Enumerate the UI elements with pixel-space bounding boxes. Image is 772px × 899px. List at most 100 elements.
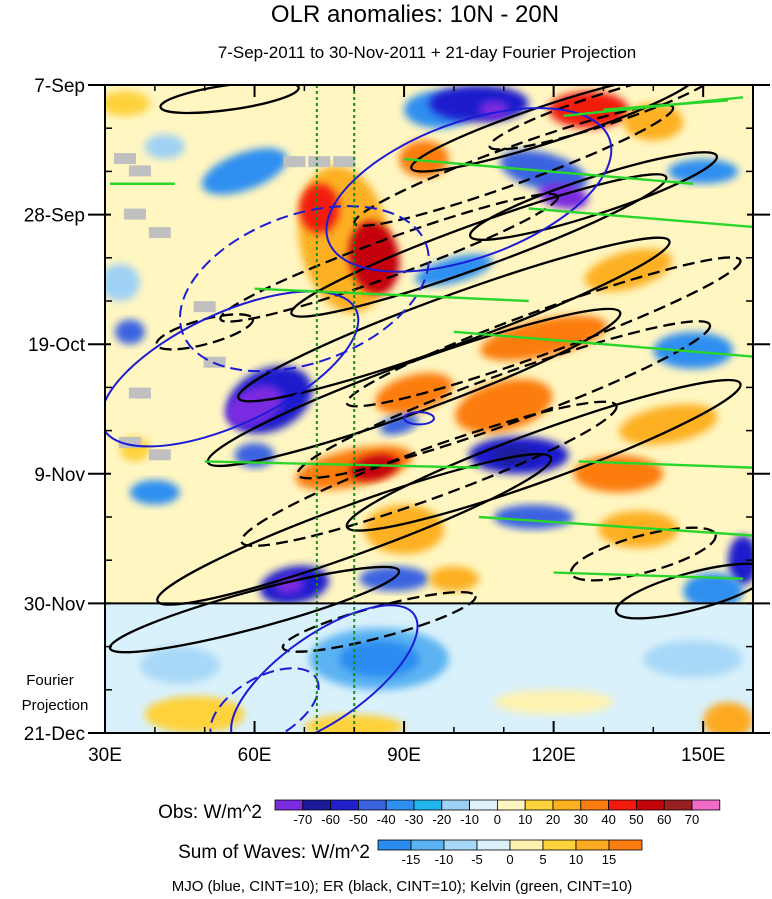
obs-colorbar: -70 -60 -50 -40 -30 -20 -10 0 10 20 30 40 50 60 70 (274, 799, 721, 827)
obs-blob-0 (105, 91, 150, 116)
waves-swatch-4 (509, 839, 544, 851)
missing-patch-5 (308, 156, 331, 168)
obs-blob-24 (455, 378, 553, 434)
obs-blob-36 (728, 535, 753, 585)
obs-blob-26 (619, 404, 718, 445)
er-contour-2 (488, 85, 719, 151)
obs-blob-15 (538, 183, 589, 209)
wave-blob-5 (304, 714, 405, 733)
obs-level-6: -10 (460, 812, 479, 827)
er-contour-17 (614, 562, 753, 620)
waves-swatch-5 (542, 839, 577, 851)
waves-swatch-6 (575, 839, 610, 851)
obs-blob-3 (114, 319, 145, 345)
mjo-contour-1 (325, 107, 613, 273)
er-contour-6 (219, 192, 560, 323)
y-tick-label-4: 30-Nov (24, 594, 86, 615)
wave-blob-3 (643, 640, 744, 678)
obs-swatch-0 (274, 799, 304, 811)
waves-level-4: 5 (539, 852, 546, 867)
kelvin-contour-3 (403, 157, 694, 185)
obs-swatch-13 (636, 799, 665, 811)
obs-level-0: -70 (293, 812, 312, 827)
wave-blob-1 (339, 640, 420, 678)
x-tick-label-2: 90E (387, 745, 421, 766)
er-contour-15 (108, 565, 401, 654)
er-contour-8 (345, 256, 742, 408)
obs-level-1: -60 (321, 812, 340, 827)
obs-level-13: 60 (657, 812, 671, 827)
x-tick-label-4: 150E (681, 745, 725, 766)
obs-blob-40 (429, 566, 479, 592)
missing-patch-6 (283, 156, 306, 168)
chart-subtitle: 7-Sep-2011 to 30-Nov-2011 + 21-day Fouri… (218, 43, 636, 62)
kelvin-contour-6 (453, 330, 753, 358)
er-contour-13 (156, 452, 553, 606)
obs-blob-43 (129, 479, 180, 505)
obs-level-14: 70 (685, 812, 699, 827)
obs-swatch-8 (496, 799, 526, 811)
obs-swatch-4 (385, 799, 415, 811)
mjo-contour-4 (230, 604, 419, 733)
obs-blob-4 (201, 148, 288, 195)
er-contour-5 (290, 173, 668, 318)
missing-patch-9 (128, 387, 151, 399)
y-axis: 7-Sep 28-Sep 19-Oct 9-Nov 30-Nov 21-Dec (24, 76, 770, 745)
obs-blob-34 (598, 510, 679, 548)
reference-longitude-lines (315, 85, 356, 733)
waves-swatch-3 (476, 839, 511, 851)
er-contour-10 (296, 320, 712, 480)
obs-level-2: -50 (349, 812, 368, 827)
waves-level-0: -15 (402, 852, 421, 867)
obs-level-10: 30 (574, 812, 588, 827)
obs-swatch-2 (330, 799, 359, 811)
obs-blob-35 (364, 504, 444, 555)
x-tick-label-1: 60E (238, 745, 272, 766)
kelvin-contour-7 (204, 460, 479, 469)
obs-level-11: 40 (601, 812, 615, 827)
obs-swatch-5 (413, 799, 443, 811)
y-tick-label-5: 21-Dec (24, 724, 85, 745)
obs-blob-19 (480, 315, 608, 361)
kelvin-contour-8 (578, 460, 753, 469)
obs-level-8: 10 (518, 812, 532, 827)
x-tick-label-3: 120E (531, 745, 575, 766)
missing-patch-0 (113, 153, 136, 165)
obs-swatch-6 (441, 799, 470, 811)
mjo-contour-3 (403, 411, 435, 426)
kelvin-contour-9 (478, 515, 753, 537)
y-tick-label-0: 7-Sep (34, 76, 85, 97)
obs-swatch-12 (608, 799, 637, 811)
obs-blob-2 (105, 263, 140, 301)
obs-swatch-7 (469, 799, 498, 811)
er-contour-14 (569, 526, 717, 582)
plot-area (105, 85, 753, 733)
obs-swatch-11 (580, 799, 609, 811)
kelvin-contour-10 (553, 571, 744, 580)
missing-patch-11 (148, 449, 171, 461)
chart-title: OLR anomalies: 10N - 20N (271, 1, 559, 28)
obs-blob-25 (379, 414, 419, 435)
waves-level-5: 10 (569, 852, 583, 867)
wave-blob-7 (493, 689, 614, 715)
waves-level-1: -10 (435, 852, 454, 867)
obs-blob-20 (653, 331, 734, 369)
obs-level-9: 20 (546, 812, 560, 827)
obs-level-4: -30 (405, 812, 424, 827)
mjo-contour-5 (209, 667, 320, 733)
missing-patch-3 (148, 227, 171, 239)
obs-level-7: 0 (494, 812, 501, 827)
projection-label-projection: Projection (22, 697, 89, 714)
missing-patch-4 (193, 301, 216, 313)
waves-level-2: -5 (471, 852, 483, 867)
kelvin-contour-4 (528, 207, 753, 229)
obs-blob-1 (144, 134, 185, 160)
y-tick-label-1: 28-Sep (24, 206, 85, 227)
waves-colorbar: -15 -10 -5 0 5 10 15 (377, 839, 643, 867)
obs-swatch-3 (357, 799, 387, 811)
wave-blob-6 (703, 702, 753, 733)
obs-colorbar-label: Obs: W/m^2 (158, 802, 262, 823)
wave-blob-4 (144, 695, 245, 733)
obs-blob-17 (415, 254, 493, 286)
